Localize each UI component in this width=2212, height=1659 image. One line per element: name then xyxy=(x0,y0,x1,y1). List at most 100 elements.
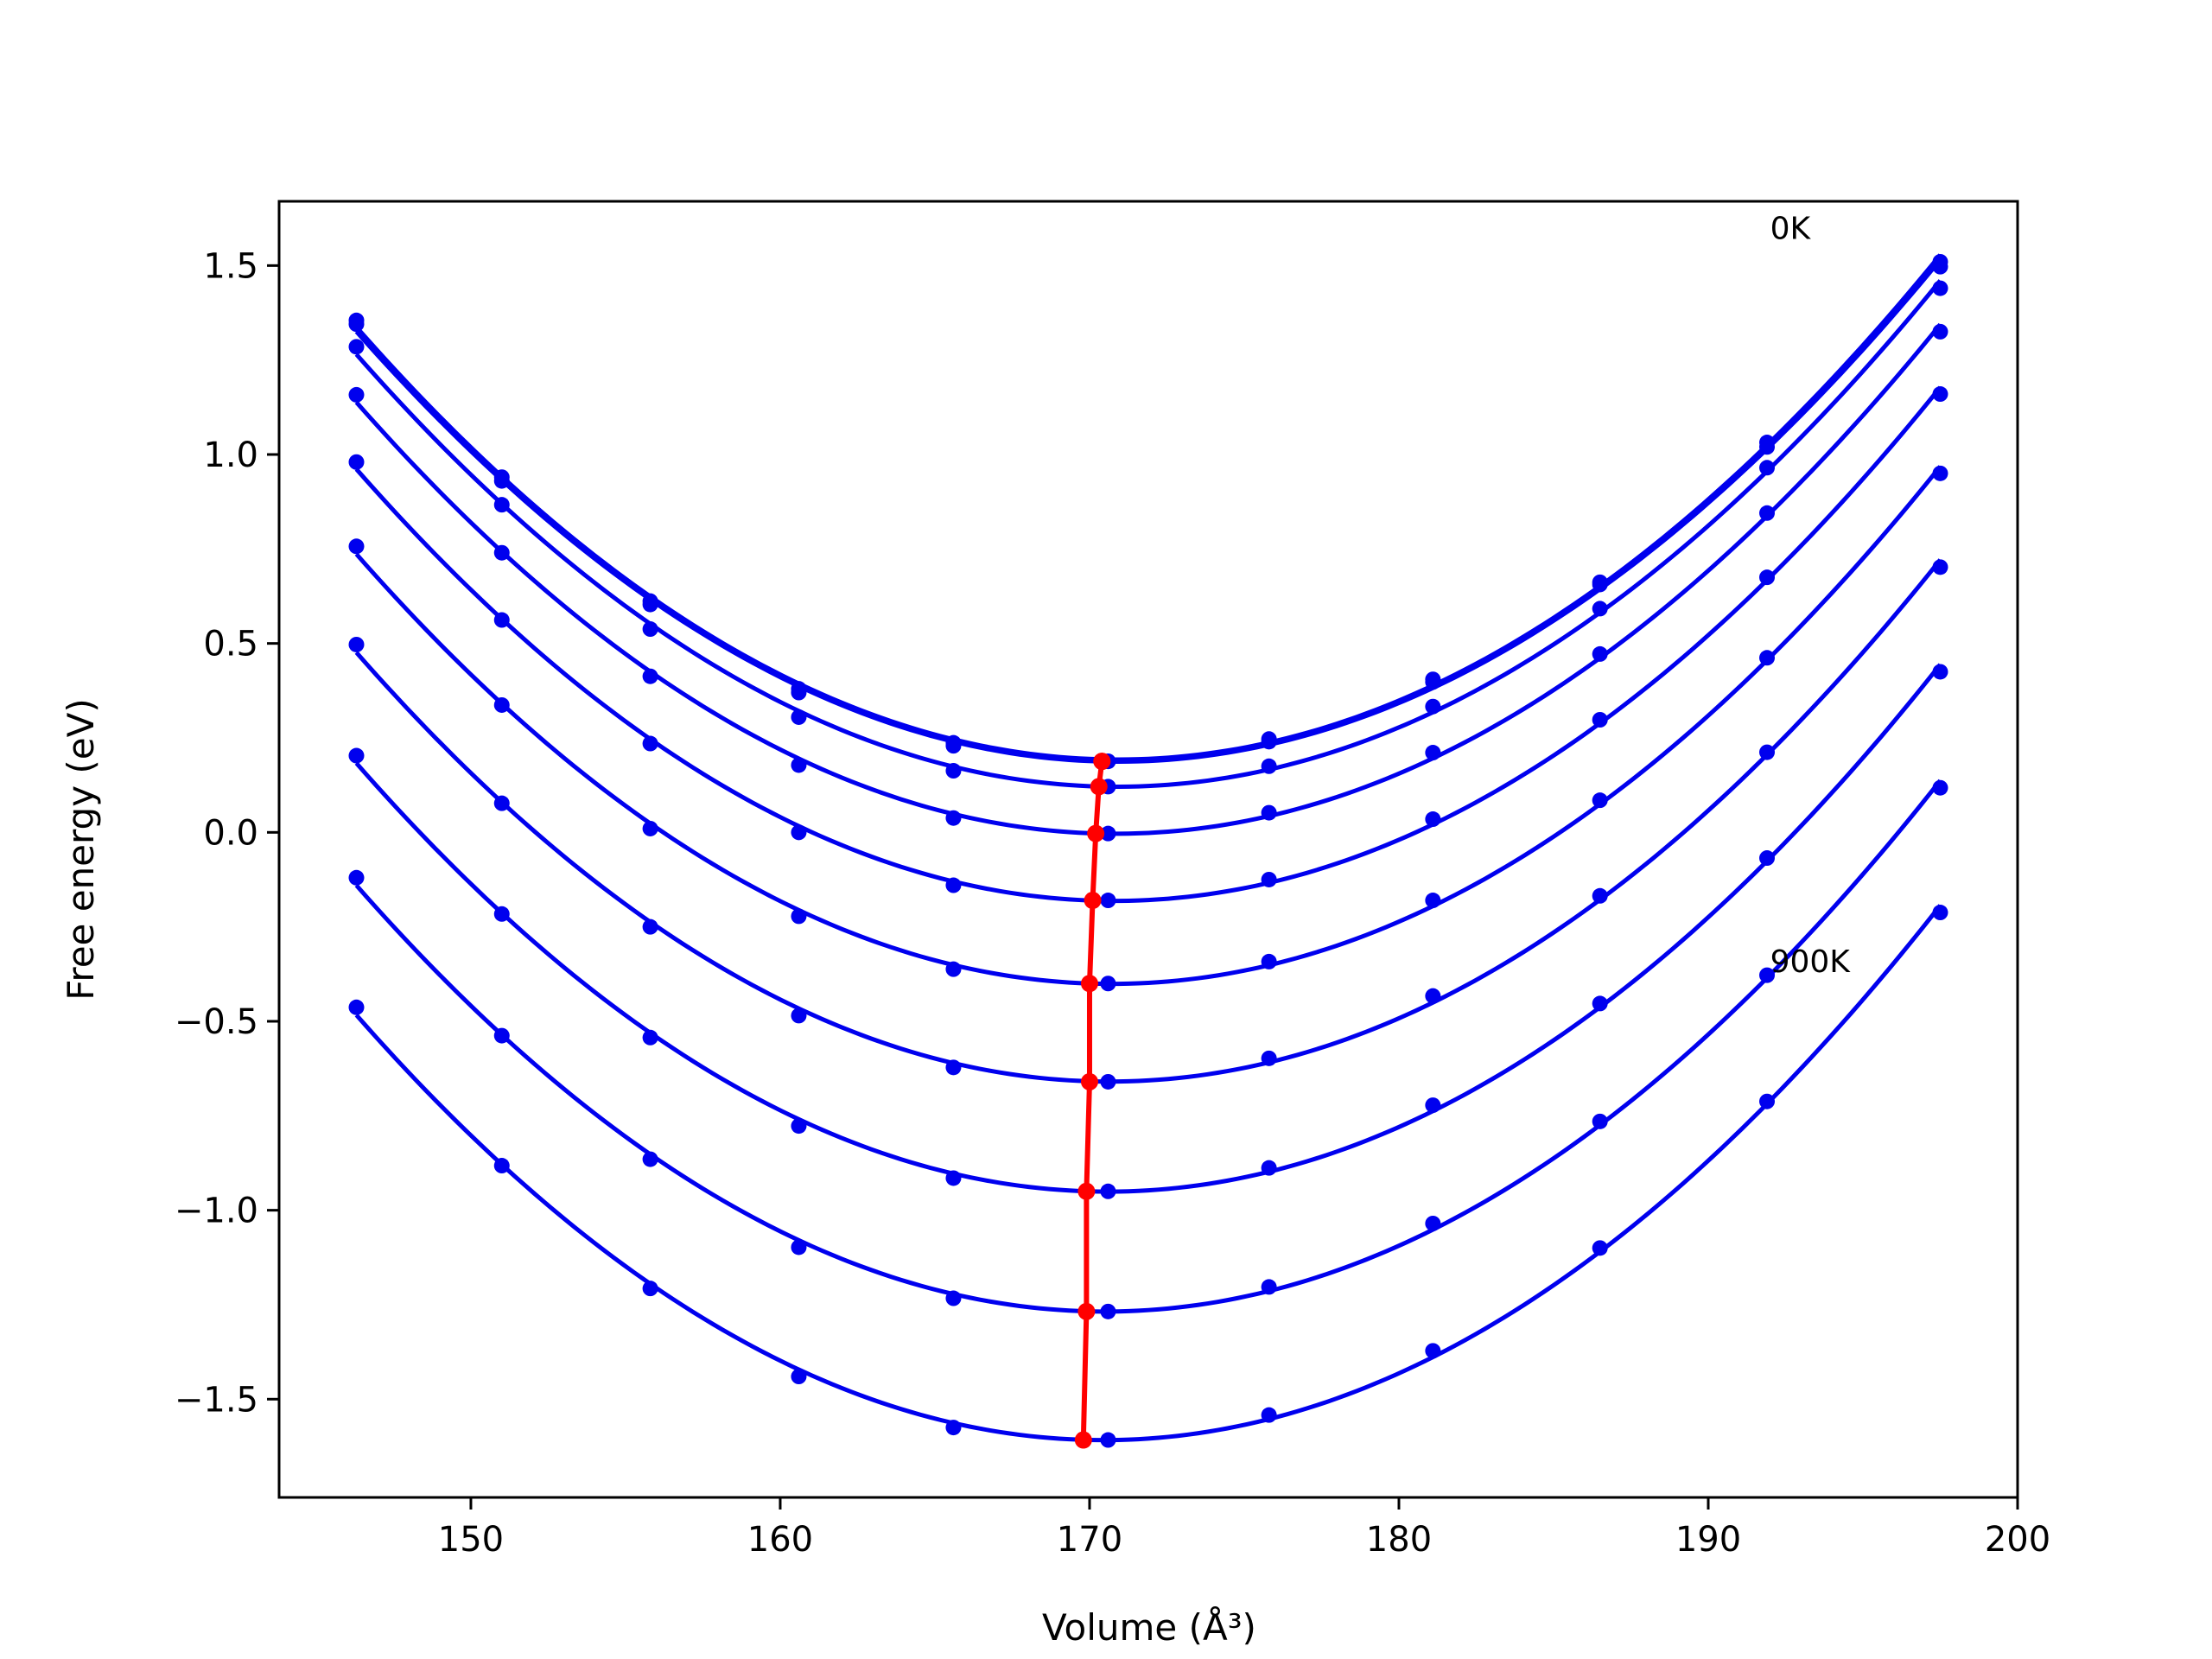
data-point xyxy=(1425,745,1441,761)
data-point xyxy=(493,1027,510,1044)
data-point xyxy=(791,1369,807,1385)
data-point xyxy=(1592,995,1608,1012)
data-point xyxy=(1932,280,1948,296)
data-point xyxy=(945,810,962,826)
data-point xyxy=(945,1420,962,1436)
minimum-point xyxy=(1087,824,1105,842)
data-point xyxy=(642,596,658,613)
minimum-point xyxy=(1080,1072,1098,1090)
data-point xyxy=(1592,645,1608,662)
data-point xyxy=(1932,559,1948,575)
data-point xyxy=(1592,1113,1608,1129)
data-point xyxy=(1261,804,1277,821)
data-point xyxy=(348,386,365,403)
data-point xyxy=(791,709,807,725)
data-point xyxy=(348,454,365,470)
temperature-annotation: 0K xyxy=(1770,212,1812,247)
data-point xyxy=(1100,893,1116,909)
x-tick-label: 190 xyxy=(1675,1520,1741,1560)
data-point xyxy=(1592,792,1608,809)
data-point xyxy=(493,696,510,713)
data-point xyxy=(493,1158,510,1174)
series-line-7 xyxy=(354,558,1942,1084)
data-point xyxy=(1425,988,1441,1004)
data-point xyxy=(1759,505,1776,521)
data-point xyxy=(493,544,510,561)
data-point xyxy=(1261,734,1277,750)
data-point xyxy=(1100,1303,1116,1319)
data-point xyxy=(1425,1215,1441,1231)
curve-layer xyxy=(348,253,1948,1448)
data-point xyxy=(493,906,510,922)
data-point xyxy=(642,1281,658,1297)
data-point xyxy=(791,684,807,701)
series-line-5 xyxy=(354,385,1942,904)
data-point xyxy=(642,1029,658,1046)
data-point xyxy=(493,795,510,811)
data-point xyxy=(1425,1343,1441,1359)
data-point xyxy=(1261,1407,1277,1423)
data-point xyxy=(1425,811,1441,828)
series-line-2 xyxy=(354,257,1942,765)
data-point xyxy=(791,908,807,925)
minimum-point xyxy=(1084,892,1102,910)
x-tick-label: 160 xyxy=(747,1520,813,1560)
series-line-9 xyxy=(354,779,1942,1314)
data-point xyxy=(1261,871,1277,887)
data-point xyxy=(493,612,510,628)
data-point xyxy=(642,735,658,752)
data-point xyxy=(1932,258,1948,275)
x-axis-label: Volume (Å³) xyxy=(1042,1605,1256,1649)
data-point xyxy=(1261,1050,1277,1066)
data-point xyxy=(791,824,807,841)
data-point xyxy=(642,820,658,836)
data-point xyxy=(791,1239,807,1255)
data-point xyxy=(1592,601,1608,617)
data-point xyxy=(1759,460,1776,476)
y-tick-label: 0.5 xyxy=(203,625,258,664)
x-axis: 150 160 170 180 190 200 xyxy=(438,1497,2050,1560)
data-point xyxy=(642,621,658,638)
data-point xyxy=(791,757,807,773)
series-line-10 xyxy=(354,904,1942,1443)
data-point xyxy=(1759,850,1776,867)
series-line-8 xyxy=(354,663,1942,1194)
minima-layer xyxy=(1074,753,1111,1449)
data-point xyxy=(1932,779,1948,796)
data-point xyxy=(1759,744,1776,760)
data-point xyxy=(1100,1432,1116,1448)
data-point xyxy=(348,339,365,355)
series-line-4 xyxy=(354,322,1942,836)
series-line-3 xyxy=(354,279,1942,790)
data-point xyxy=(1425,893,1441,909)
data-point xyxy=(1932,323,1948,340)
data-point xyxy=(1932,386,1948,403)
y-tick-label: 1.0 xyxy=(203,435,258,475)
data-point xyxy=(1759,569,1776,586)
data-point xyxy=(1425,674,1441,690)
data-point xyxy=(1100,1183,1116,1199)
data-point xyxy=(493,497,510,513)
minimum-point xyxy=(1077,1182,1096,1200)
minimum-point xyxy=(1074,1431,1092,1449)
annotation-layer: 0K 900K xyxy=(1770,212,1852,980)
series-line-6 xyxy=(354,465,1942,987)
y-axis-label: Free energy (eV) xyxy=(60,698,102,1001)
data-point xyxy=(1592,1240,1608,1256)
x-tick-label: 200 xyxy=(1985,1520,2050,1560)
data-point xyxy=(945,763,962,779)
y-axis: −1.5 −1.0 −0.5 0.0 0.5 1.0 1.5 xyxy=(175,246,279,1420)
data-point xyxy=(348,747,365,764)
data-point xyxy=(348,999,365,1015)
data-point xyxy=(945,738,962,754)
data-point xyxy=(493,473,510,489)
y-tick-label: 0.0 xyxy=(203,813,258,853)
data-point xyxy=(1261,1279,1277,1295)
data-point xyxy=(1592,576,1608,593)
data-point xyxy=(642,918,658,935)
y-tick-label: −1.5 xyxy=(175,1380,258,1420)
data-point xyxy=(1592,712,1608,728)
data-point xyxy=(348,316,365,333)
data-point xyxy=(348,869,365,886)
